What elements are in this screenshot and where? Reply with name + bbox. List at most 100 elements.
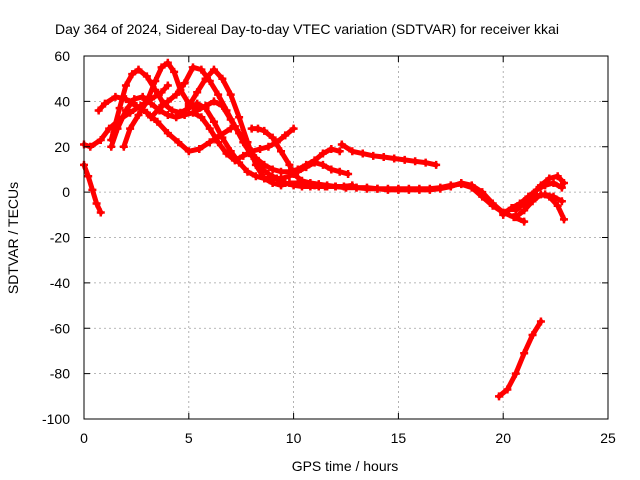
data-point [209, 65, 218, 74]
data-point [520, 217, 529, 226]
data-point [344, 169, 353, 178]
data-point [174, 138, 183, 147]
data-point [243, 138, 252, 147]
data-point [230, 122, 239, 131]
data-point [557, 197, 566, 206]
y-tick-label: 40 [54, 93, 70, 109]
data-point [157, 63, 166, 72]
data-point [172, 113, 181, 122]
data-point [130, 95, 139, 104]
data-point [478, 188, 487, 197]
data-point [96, 208, 105, 217]
data-point [318, 149, 327, 158]
series-arc-5 [107, 65, 353, 183]
data-point [170, 67, 179, 76]
data-point [188, 63, 197, 72]
data-point [511, 206, 520, 215]
data-point [142, 108, 151, 117]
data-point [507, 204, 516, 213]
data-point [84, 172, 93, 181]
data-point [268, 179, 277, 188]
data-point [358, 149, 367, 158]
data-point [520, 349, 529, 358]
data-point [536, 317, 545, 326]
data-point [260, 126, 269, 135]
data-point [197, 113, 206, 122]
data-point [394, 185, 403, 194]
series-arc-4 [107, 92, 298, 165]
data-point [553, 201, 562, 210]
data-point [390, 154, 399, 163]
data-point [264, 142, 273, 151]
data-point [176, 108, 185, 117]
data-point [327, 145, 336, 154]
data-point [172, 90, 181, 99]
data-point [201, 101, 210, 110]
data-point [168, 106, 177, 115]
data-point [214, 138, 223, 147]
data-point [121, 106, 130, 115]
data-point [337, 140, 346, 149]
data-point [515, 201, 524, 210]
data-point [323, 181, 332, 190]
series-arc-10 [337, 140, 441, 169]
data-point [251, 160, 260, 169]
data-point [96, 135, 105, 144]
data-point [163, 110, 172, 119]
data-point [306, 179, 315, 188]
data-point [362, 183, 371, 192]
x-tick-label: 15 [391, 430, 407, 446]
data-point [126, 124, 135, 133]
data-point [115, 104, 124, 113]
data-point [457, 179, 466, 188]
data-point [142, 72, 151, 81]
data-point [318, 160, 327, 169]
y-tick-label: 60 [54, 48, 70, 64]
data-point [524, 197, 533, 206]
data-point [545, 174, 554, 183]
data-point [549, 192, 558, 201]
data-point [277, 147, 286, 156]
data-point [553, 172, 562, 181]
data-point [495, 392, 504, 401]
data-point [218, 74, 227, 83]
data-point [201, 74, 210, 83]
data-point [277, 167, 286, 176]
data-point [369, 151, 378, 160]
data-point [503, 385, 512, 394]
x-tick-label: 0 [80, 430, 88, 446]
data-point [488, 199, 497, 208]
data-point [226, 147, 235, 156]
data-point [222, 149, 231, 158]
data-point [134, 110, 143, 119]
y-tick-label: -20 [50, 230, 70, 246]
series-arc-15 [515, 190, 566, 210]
data-point [151, 76, 160, 85]
data-point [222, 106, 231, 115]
data-point [432, 160, 441, 169]
x-tick-label: 10 [286, 430, 302, 446]
data-point [352, 183, 361, 192]
data-point [520, 206, 529, 215]
data-point [559, 179, 568, 188]
data-point [235, 158, 244, 167]
data-point [142, 97, 151, 106]
data-point [404, 185, 413, 194]
data-point [272, 174, 281, 183]
data-point [138, 92, 147, 101]
data-point [335, 167, 344, 176]
data-point [107, 135, 116, 144]
data-point [226, 90, 235, 99]
data-point [88, 185, 97, 194]
data-point [499, 210, 508, 219]
data-point [541, 190, 550, 199]
data-point [209, 97, 218, 106]
data-point [184, 101, 193, 110]
data-point [268, 133, 277, 142]
data-point [107, 142, 116, 151]
data-point [193, 106, 202, 115]
data-point [425, 185, 434, 194]
data-point [209, 117, 218, 126]
data-point [243, 167, 252, 176]
